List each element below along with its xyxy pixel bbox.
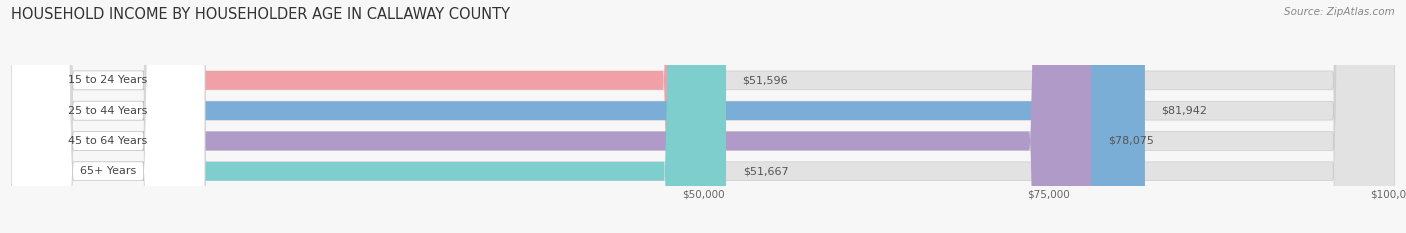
Text: 25 to 44 Years: 25 to 44 Years xyxy=(69,106,148,116)
Text: $51,596: $51,596 xyxy=(742,75,787,85)
FancyBboxPatch shape xyxy=(11,0,205,233)
Text: 65+ Years: 65+ Years xyxy=(80,166,136,176)
FancyBboxPatch shape xyxy=(11,0,1091,233)
Text: 15 to 24 Years: 15 to 24 Years xyxy=(69,75,148,85)
FancyBboxPatch shape xyxy=(11,0,1144,233)
FancyBboxPatch shape xyxy=(11,0,205,233)
FancyBboxPatch shape xyxy=(11,0,725,233)
FancyBboxPatch shape xyxy=(11,0,725,233)
Text: $51,667: $51,667 xyxy=(742,166,789,176)
Text: 45 to 64 Years: 45 to 64 Years xyxy=(69,136,148,146)
FancyBboxPatch shape xyxy=(11,0,1395,233)
Text: $78,075: $78,075 xyxy=(1108,136,1154,146)
FancyBboxPatch shape xyxy=(11,0,205,233)
FancyBboxPatch shape xyxy=(11,0,1395,233)
FancyBboxPatch shape xyxy=(11,0,1395,233)
FancyBboxPatch shape xyxy=(11,0,205,233)
Text: Source: ZipAtlas.com: Source: ZipAtlas.com xyxy=(1284,7,1395,17)
Text: HOUSEHOLD INCOME BY HOUSEHOLDER AGE IN CALLAWAY COUNTY: HOUSEHOLD INCOME BY HOUSEHOLDER AGE IN C… xyxy=(11,7,510,22)
FancyBboxPatch shape xyxy=(11,0,1395,233)
Text: $81,942: $81,942 xyxy=(1161,106,1208,116)
